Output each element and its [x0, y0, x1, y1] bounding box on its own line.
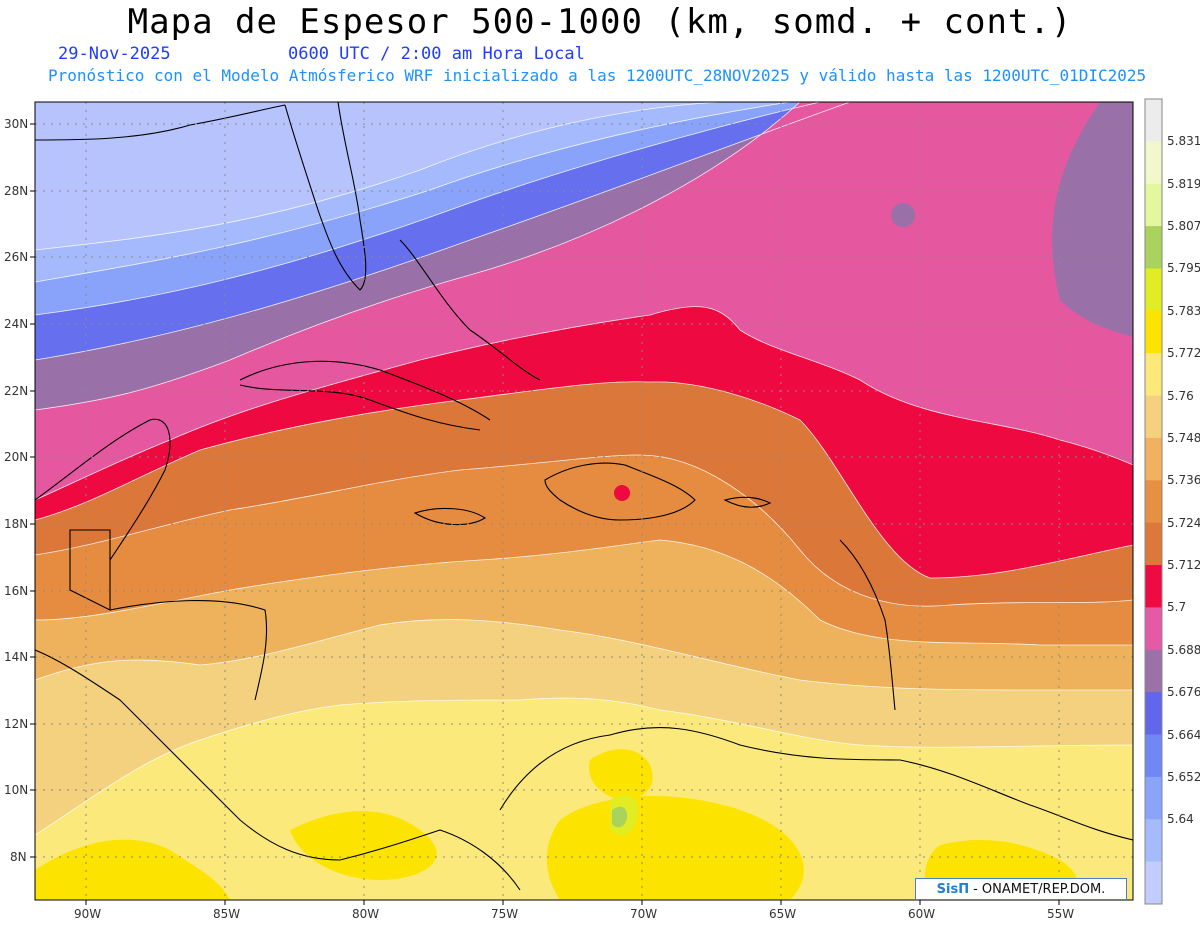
colorbar-swatch [1145, 99, 1162, 142]
coastlines [35, 102, 1133, 891]
colorbar-swatch [1145, 141, 1162, 185]
lon-label: 70W [630, 907, 658, 921]
lon-label: 90W [74, 907, 102, 921]
lat-label: 12N [4, 717, 29, 731]
colorbar-label: 5.712 [1167, 558, 1200, 573]
colorbar-swatch [1145, 226, 1162, 269]
band-5783d [589, 749, 653, 800]
map-fill-area [35, 102, 1133, 900]
lat-label: 22N [4, 384, 29, 398]
colorbar-label: 5.676 [1167, 685, 1200, 700]
colorbar-swatch [1145, 607, 1162, 651]
coast-bahamas [399, 239, 541, 381]
lat-label: 10N [4, 783, 29, 797]
coast-hispaniola [544, 462, 696, 521]
forecast-date: 29-Nov-2025 [58, 44, 171, 64]
lon-label: 85W [213, 907, 241, 921]
colorbar-swatch [1145, 776, 1162, 820]
band-5807 [612, 806, 628, 828]
coast-gulf-us [35, 104, 286, 141]
colorbar-label: 5.736 [1167, 473, 1200, 488]
coast-cuba [239, 360, 491, 421]
colorbar-swatch [1145, 437, 1162, 481]
coast-yucatan [35, 418, 171, 561]
colorbar-label: 5.664 [1167, 727, 1200, 742]
lat-label: 30N [4, 117, 29, 131]
coast-puerto-rico [723, 496, 772, 508]
lon-label: 60W [908, 907, 936, 921]
lat-label: 18N [4, 517, 29, 531]
credit-box: SisΠ - ONAMET/REP.DOM. [915, 878, 1127, 900]
colorbar-label: 5.724 [1167, 515, 1200, 530]
colorbar-label: 5.688 [1167, 642, 1200, 657]
colorbar-swatch [1145, 395, 1162, 439]
map-title: Mapa de Espesor 500-1000 (km, somd. + co… [127, 2, 1073, 42]
coast-cuba-south [239, 384, 481, 431]
colorbar-label: 5.819 [1167, 176, 1200, 191]
colorbar-swatch [1145, 522, 1162, 566]
colorbar-label: 5.807 [1167, 219, 1200, 234]
coast-belize [69, 529, 111, 611]
cool-spot-atlantic [891, 203, 915, 227]
coast-central-america [35, 649, 521, 891]
colorbar-label: 5.76 [1167, 388, 1194, 403]
coast-lesser-antilles [839, 539, 896, 711]
colorbar-swatch [1145, 480, 1162, 524]
colorbar-label: 5.748 [1167, 430, 1200, 445]
lon-label: 75W [491, 907, 519, 921]
band-5783b [290, 811, 437, 880]
lat-label: 16N [4, 584, 29, 598]
map-frame [34, 101, 1134, 901]
colorbar-swatch [1145, 692, 1162, 736]
colorbar-swatch [1145, 861, 1162, 905]
colorbar-label: 5.7 [1167, 600, 1187, 615]
lat-label: 24N [4, 317, 29, 331]
coast-venezuela [499, 727, 1133, 841]
lat-label: 14N [4, 650, 29, 664]
colorbar [1144, 98, 1163, 905]
lat-label: 28N [4, 184, 29, 198]
colorbar-label: 5.795 [1167, 261, 1200, 276]
credit-text: - ONAMET/REP.DOM. [973, 881, 1106, 897]
coast-jamaica [413, 507, 487, 526]
forecast-time: 0600 UTC / 2:00 am Hora Local [288, 44, 585, 64]
coast-florida [284, 102, 367, 291]
band-5783 [35, 839, 230, 900]
axis-ticks [30, 123, 1060, 905]
colorbar-swatch [1145, 183, 1162, 227]
coast-honduras [109, 599, 268, 701]
forecast-description: Pronóstico con el Modelo Atmósferico WRF… [48, 66, 1147, 85]
lon-label: 55W [1047, 907, 1075, 921]
colorbar-swatch [1145, 353, 1162, 397]
contour-lines [35, 102, 1133, 836]
colorbar-label: 5.783 [1167, 303, 1200, 318]
colorbar-swatch [1145, 268, 1162, 312]
colorbar-swatch [1145, 734, 1162, 778]
colorbar-swatch [1145, 819, 1162, 863]
colorbar-label: 5.831 [1167, 134, 1200, 149]
colorbar-label: 5.64 [1167, 812, 1194, 827]
colorbar-swatch [1145, 310, 1162, 354]
colorbar-swatch [1145, 649, 1162, 693]
warm-spot-hispaniola [614, 485, 630, 501]
lat-label: 20N [4, 450, 29, 464]
colorbar-frame [1144, 98, 1163, 905]
colorbar-swatch [1145, 565, 1162, 608]
lat-label: 8N [10, 850, 27, 864]
lat-label: 26N [4, 250, 29, 264]
lon-label: 65W [769, 907, 797, 921]
colorbar-label: 5.772 [1167, 346, 1200, 361]
lon-label: 80W [352, 907, 380, 921]
sispi-logo: SisΠ [936, 881, 970, 897]
gridlines [35, 102, 1133, 900]
colorbar-label: 5.652 [1167, 769, 1200, 784]
